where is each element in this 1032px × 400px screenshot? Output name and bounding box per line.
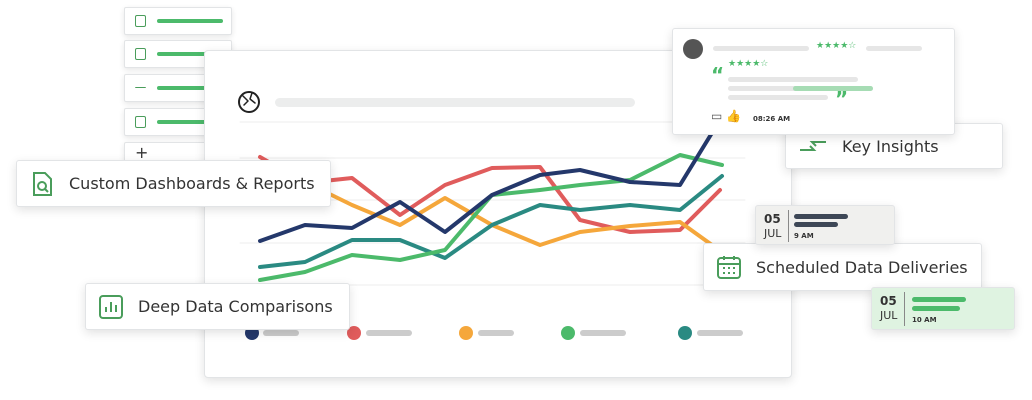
stars: ★★★★☆ [816,41,857,51]
delivery-card: 05 JUL 9 AM [755,205,895,245]
delivery-day: 05 [880,294,897,308]
feature-card: Deep Data Comparisons [85,283,350,330]
feature-label: Deep Data Comparisons [138,297,333,316]
side-item [124,7,232,35]
delivery-month: JUL [764,227,782,240]
delivery-day: 05 [764,212,781,226]
delivery-time: 9 AM [794,232,814,240]
feature-label: Key Insights [842,136,939,156]
chart [238,91,746,340]
avatar [683,39,703,59]
feature-card: Scheduled Data Deliveries [703,243,982,291]
review-card: ★★★★☆ “ ★★★★☆ ” ▭ 👍 08:26 AM [672,28,955,135]
review-time: 08:26 AM [753,115,791,123]
delivery-time: 10 AM [912,316,937,324]
delivery-month: JUL [880,309,898,322]
delivery-card: 05 JUL 10 AM [871,287,1015,330]
quote: ” [835,87,849,111]
feature-label: Scheduled Data Deliveries [756,257,968,277]
stars: ★★★★☆ [728,59,769,69]
feature-label: Custom Dashboards & Reports [69,174,315,193]
icons: ▭ 👍 [711,109,742,123]
quote: “ [711,63,725,87]
feature-card: Custom Dashboards & Reports [16,160,331,207]
